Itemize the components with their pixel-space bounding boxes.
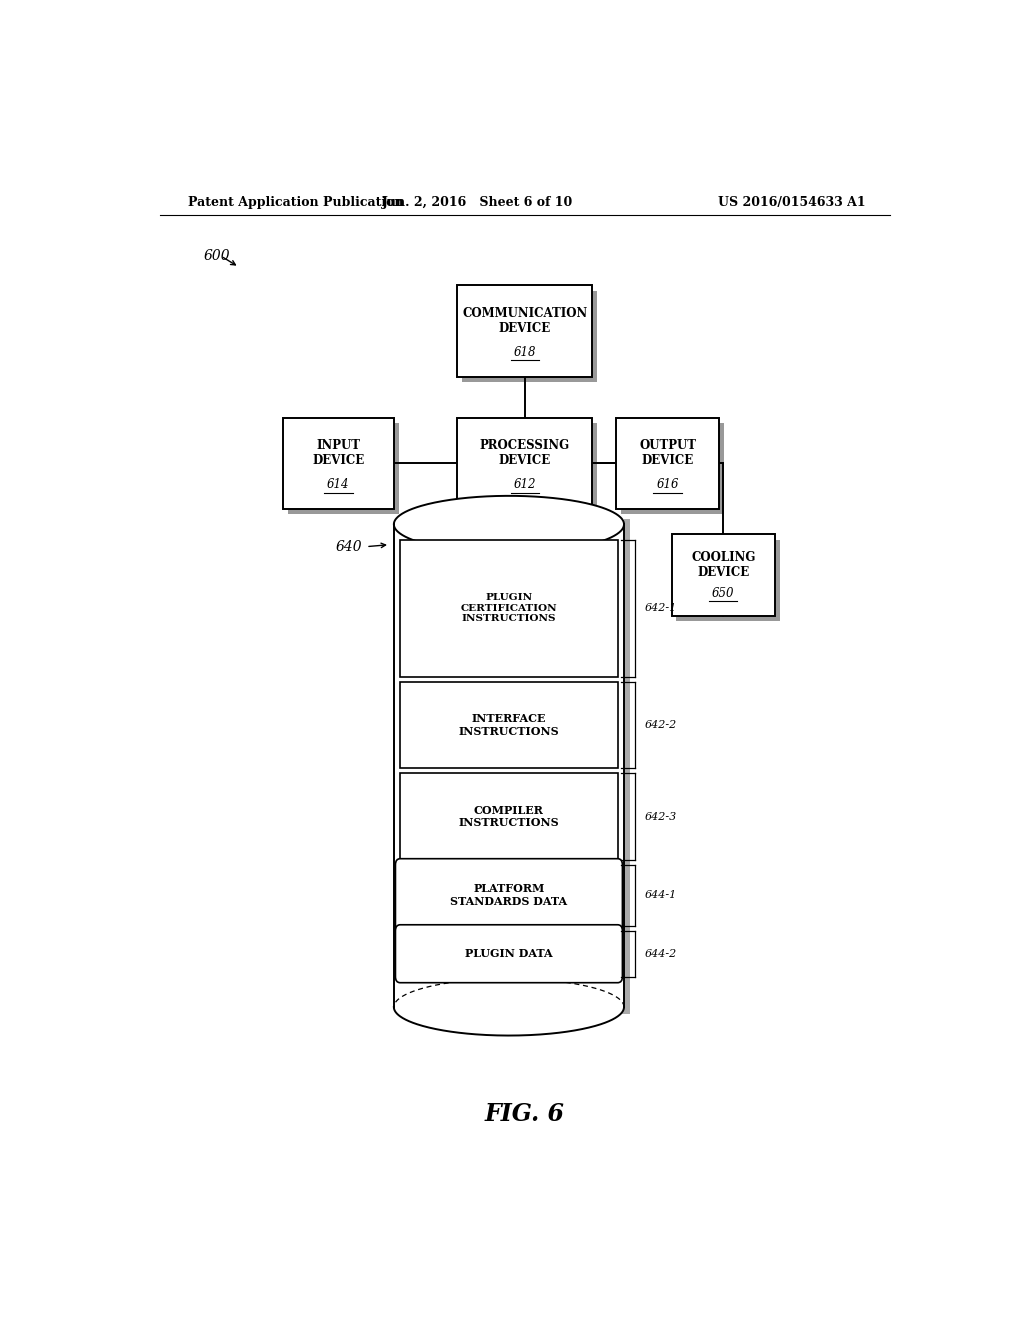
Text: PLATFORM
STANDARDS DATA: PLATFORM STANDARDS DATA (451, 883, 567, 907)
Text: COOLING
DEVICE: COOLING DEVICE (691, 550, 756, 579)
FancyBboxPatch shape (395, 925, 623, 982)
Text: 642-3: 642-3 (645, 812, 677, 821)
Text: 618: 618 (514, 346, 536, 359)
FancyBboxPatch shape (283, 417, 394, 510)
FancyBboxPatch shape (672, 535, 775, 616)
FancyBboxPatch shape (400, 682, 617, 768)
FancyBboxPatch shape (400, 540, 617, 677)
Text: 644-1: 644-1 (645, 890, 677, 900)
Ellipse shape (394, 978, 624, 1036)
FancyBboxPatch shape (677, 540, 779, 620)
Text: 614: 614 (327, 478, 349, 491)
Text: INTERFACE
INSTRUCTIONS: INTERFACE INSTRUCTIONS (459, 713, 559, 737)
FancyBboxPatch shape (462, 290, 597, 381)
Text: FIG. 6: FIG. 6 (484, 1102, 565, 1126)
Text: Patent Application Publication: Patent Application Publication (187, 195, 403, 209)
Text: PLUGIN DATA: PLUGIN DATA (465, 948, 553, 960)
Text: 642-1: 642-1 (645, 603, 677, 614)
Text: PROCESSING
DEVICE: PROCESSING DEVICE (479, 440, 570, 467)
FancyBboxPatch shape (400, 774, 617, 859)
Text: 644-2: 644-2 (645, 949, 677, 958)
Text: PLUGIN
CERTIFICATION
INSTRUCTIONS: PLUGIN CERTIFICATION INSTRUCTIONS (461, 593, 557, 623)
Text: 600: 600 (204, 249, 230, 263)
Text: INPUT
DEVICE: INPUT DEVICE (312, 440, 365, 467)
Text: Jun. 2, 2016   Sheet 6 of 10: Jun. 2, 2016 Sheet 6 of 10 (382, 195, 572, 209)
FancyBboxPatch shape (621, 422, 724, 515)
FancyBboxPatch shape (458, 285, 592, 378)
Text: 642-2: 642-2 (645, 719, 677, 730)
FancyBboxPatch shape (616, 417, 719, 510)
Text: COMPILER
INSTRUCTIONS: COMPILER INSTRUCTIONS (459, 805, 559, 829)
Ellipse shape (394, 496, 624, 553)
FancyBboxPatch shape (395, 859, 623, 932)
Text: US 2016/0154633 A1: US 2016/0154633 A1 (719, 195, 866, 209)
Text: 650: 650 (712, 586, 734, 599)
Text: 640: 640 (336, 540, 362, 553)
FancyBboxPatch shape (458, 417, 592, 510)
Text: 616: 616 (656, 478, 679, 491)
Polygon shape (394, 524, 624, 1007)
Text: OUTPUT
DEVICE: OUTPUT DEVICE (639, 440, 696, 467)
Polygon shape (400, 519, 631, 1014)
Text: COMMUNICATION
DEVICE: COMMUNICATION DEVICE (462, 308, 588, 335)
FancyBboxPatch shape (288, 422, 398, 515)
FancyBboxPatch shape (462, 422, 597, 515)
Text: 612: 612 (514, 478, 536, 491)
